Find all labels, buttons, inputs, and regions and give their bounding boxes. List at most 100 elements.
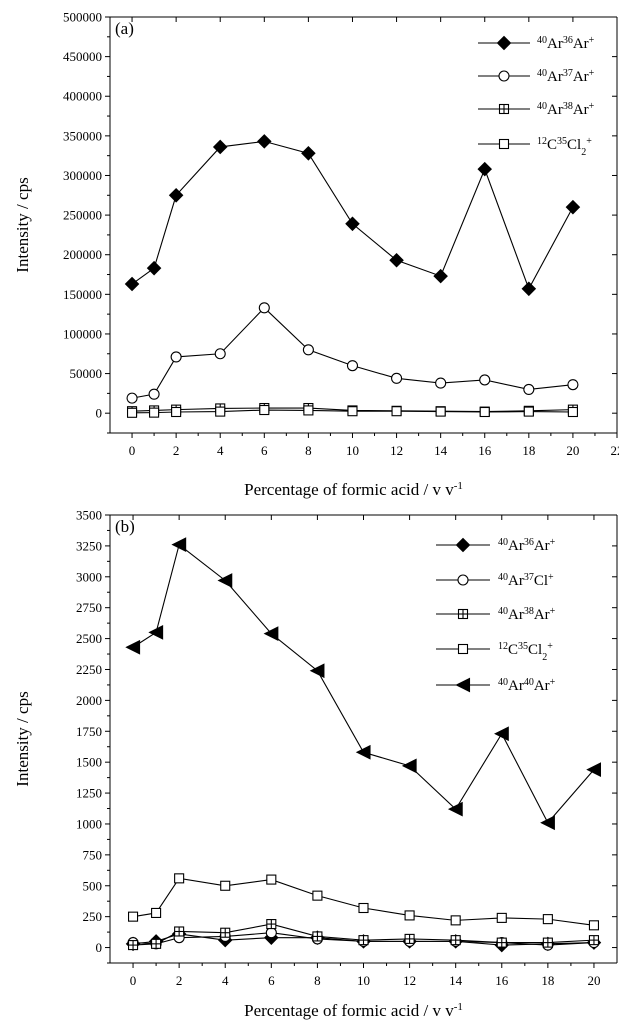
panel-a: 0500001000001500002000002500003000003500… (13, 10, 619, 500)
panel-b-series-3-point (313, 891, 322, 900)
panel-a-y-tick-label: 0 (96, 406, 103, 421)
panel-b-series-3-point-shape (497, 913, 506, 922)
panel-a-series-1-point-shape (480, 375, 490, 385)
panel-a-x-tick-label: 22 (611, 443, 619, 458)
panel-b-y-tick-label: 3000 (76, 569, 102, 584)
panel-a-series-3-point (568, 408, 577, 417)
panel-b-y-tick-label: 3500 (76, 508, 102, 523)
panel-b-legend-marker-shape (459, 645, 468, 654)
panel-b-legend-marker-shape (457, 679, 470, 692)
panel-b-series-4-point (173, 538, 186, 551)
panel-a-y-tick-label: 300000 (63, 168, 102, 183)
panel-a-series-0-point (126, 278, 139, 291)
panel-b-series-4-point (150, 626, 163, 639)
panel-b-series-4-point (403, 759, 416, 772)
panel-b-series-2-point (152, 939, 161, 948)
panel-a-x-axis-label: Percentage of formic acid / v v-1 (244, 480, 463, 499)
panel-b-legend: 40Ar36Ar+40Ar37Cl+40Ar38Ar+12C35Cl2+40Ar… (436, 537, 556, 695)
panel-b-y-axis-label: Intensity / cps (13, 691, 32, 786)
panel-b-legend-item: 40Ar38Ar+ (436, 606, 556, 624)
panel-b-series-2-point (313, 932, 322, 941)
panel-a-series-0-point-shape (390, 254, 403, 267)
panel-a-series-1-point-shape (127, 393, 137, 403)
panel-b-series-4-point-shape (495, 727, 508, 740)
panel-b-y-tick-label: 0 (96, 940, 103, 955)
panel-b-legend-label: 40Ar38Ar+ (498, 606, 556, 624)
panel-b-series-4-point (219, 574, 232, 587)
panel-a-series-0-point (478, 163, 491, 176)
panel-a-legend-marker-shape (498, 37, 511, 50)
panel-b-series-2-point (497, 938, 506, 947)
panel-b-series-3-point-shape (405, 911, 414, 920)
panel-a-x-tick-label: 4 (217, 443, 224, 458)
panel-a-series-1-point (149, 389, 159, 399)
panel-b-x-tick-label: 10 (357, 973, 370, 988)
panel-b-series-3-point (267, 875, 276, 884)
panel-a-legend-marker-shape (499, 71, 509, 81)
panel-a-legend-item: 40Ar37Ar+ (478, 68, 595, 86)
panel-a-y-tick-label: 50000 (70, 366, 103, 381)
panel-b-series-3-point (589, 921, 598, 930)
panel-a-series-3-point (348, 407, 357, 416)
panel-a-y-tick-label: 500000 (63, 10, 102, 25)
panel-b-legend-item: 40Ar37Cl+ (436, 572, 554, 590)
panel-a-series-3-point (260, 406, 269, 415)
panel-a-series-1-line (132, 308, 573, 398)
panel-a-legend-marker (498, 37, 511, 50)
panel-b-series-2-point (267, 920, 276, 929)
panel-a-y-tick-label: 150000 (63, 287, 102, 302)
panel-b-series-3 (129, 874, 599, 930)
panel-a-legend-item: 12C35Cl2+ (478, 136, 592, 158)
panel-b-y-tick-label: 3250 (76, 538, 102, 553)
panel-a-series-0 (126, 135, 580, 295)
panel-a-series-3-point (392, 407, 401, 416)
panel-b-series-3-point-shape (359, 904, 368, 913)
panel-b-legend-marker (457, 679, 470, 692)
panel-b-series-3-point (221, 881, 230, 890)
panel-a-y-tick-label: 100000 (63, 326, 102, 341)
panel-a-series-1-point-shape (215, 349, 225, 359)
panel-b-legend-marker (459, 645, 468, 654)
panel-b-y-tick-label: 1000 (76, 816, 102, 831)
panel-a-series-0-line (132, 141, 573, 288)
panel-a-series-3-point (128, 408, 137, 417)
panel-b-panel-label: (b) (115, 517, 135, 536)
panel-b-x-tick-label: 0 (130, 973, 137, 988)
panel-b-series-3-line (133, 878, 594, 925)
panel-a-x-tick-label: 20 (566, 443, 579, 458)
panel-b-series-4-point-shape (403, 759, 416, 772)
panel-b-x-tick-label: 12 (403, 973, 416, 988)
panel-b-series-1-point (266, 928, 276, 938)
panel-b-x-tick-label: 8 (314, 973, 321, 988)
panel-b-series-3-point-shape (589, 921, 598, 930)
panel-a-series-3-point-shape (304, 406, 313, 415)
panel-a-legend-marker (500, 140, 509, 149)
panel-a-legend-label: 40Ar37Ar+ (537, 68, 595, 86)
panel-a-legend-marker (499, 71, 509, 81)
panel-a-series-0-point-shape (522, 282, 535, 295)
panel-a-series-1-point (392, 373, 402, 383)
panel-b-legend-item: 40Ar40Ar+ (436, 677, 556, 695)
panel-a-series-1-point-shape (347, 361, 357, 371)
panel-a-y-tick-label: 350000 (63, 128, 102, 143)
panel-a-x-tick-label: 18 (522, 443, 535, 458)
panel-a-y-tick-label: 400000 (63, 89, 102, 104)
panel-b-y-tick-label: 500 (83, 878, 103, 893)
panel-a-series-3-point-shape (392, 407, 401, 416)
panel-a-series-0-point-shape (148, 262, 161, 275)
panel-a-series-0-point (346, 217, 359, 230)
panel-b-series-2-point (543, 938, 552, 947)
panel-a-series-1-point-shape (392, 373, 402, 383)
panel-a-series-1-point-shape (171, 352, 181, 362)
panel-b-series-3-point (405, 911, 414, 920)
panel-a-series-3-point-shape (128, 408, 137, 417)
panel-b-series-3-point-shape (543, 915, 552, 924)
panel-b-series-3-point (129, 912, 138, 921)
panel-a-series-1-point (524, 384, 534, 394)
panel-b-series-3-point-shape (152, 908, 161, 917)
panel-a-x-tick-label: 10 (346, 443, 359, 458)
panel-b-series-3-point (175, 874, 184, 883)
panel-b-y-tick-label: 2500 (76, 631, 102, 646)
